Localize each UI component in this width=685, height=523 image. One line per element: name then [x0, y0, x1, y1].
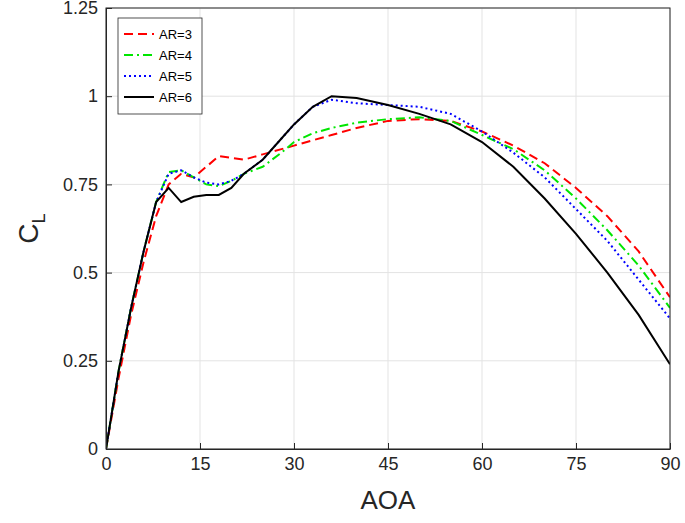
x-tick: 90 — [660, 443, 680, 474]
legend-label: AR=6 — [159, 90, 192, 105]
x-tick-label: 0 — [101, 454, 111, 474]
series-line — [106, 96, 670, 449]
x-tick: 15 — [190, 443, 210, 474]
y-tick-mark — [106, 273, 112, 274]
y-tick-label: 0.5 — [73, 263, 98, 283]
y-axis-label: CL — [13, 213, 49, 243]
y-tick: 1.25 — [63, 0, 112, 18]
y-tick: 0.5 — [73, 263, 112, 283]
legend: AR=3 AR=4 AR=5 AR=6 — [118, 18, 202, 114]
legend-swatch — [124, 75, 154, 77]
grid-line-x — [388, 8, 389, 449]
series-line — [106, 100, 670, 449]
y-tick-label: 0.75 — [63, 175, 98, 195]
x-tick-mark — [294, 443, 295, 449]
y-tick-mark — [106, 96, 112, 97]
plot-background — [106, 8, 670, 449]
x-tick: 75 — [566, 443, 586, 474]
grid-line-x — [482, 8, 483, 449]
grid-line-y — [106, 360, 670, 361]
y-tick-mark — [106, 184, 112, 185]
series-lines — [106, 96, 670, 449]
legend-label: AR=5 — [159, 69, 192, 84]
grid — [106, 8, 670, 449]
x-axis-line — [107, 449, 671, 450]
legend-swatch — [124, 54, 154, 56]
series-line — [106, 117, 670, 449]
y-tick-label: 0.25 — [63, 351, 98, 371]
y-tick-mark — [106, 8, 112, 9]
x-tick-label: 90 — [660, 454, 680, 474]
legend-label: AR=3 — [159, 27, 192, 42]
y-tick-label: 1.25 — [63, 0, 98, 18]
x-tick-label: 60 — [472, 454, 492, 474]
y-axis-line — [106, 9, 107, 450]
x-tick-mark — [670, 443, 671, 449]
y-tick-label: 1 — [88, 86, 98, 106]
y-tick-mark — [106, 361, 112, 362]
x-tick: 60 — [472, 443, 492, 474]
plot: 015304560759000.250.50.7511.25AR=3AR=4AR… — [63, 0, 681, 474]
y-tick: 0.25 — [63, 351, 112, 371]
legend-box — [118, 18, 202, 114]
chart: 015304560759000.250.50.7511.25AR=3AR=4AR… — [0, 0, 685, 523]
x-tick: 45 — [378, 443, 398, 474]
y-tick: 0.75 — [63, 175, 112, 195]
x-axis: 0 15 30 45 60 75 90 — [101, 443, 680, 474]
x-tick: 30 — [284, 443, 304, 474]
y-axis: 0 0.25 0.5 0.75 1 1.25 — [63, 0, 112, 459]
y-tick: 1 — [88, 86, 112, 106]
grid-line-x — [576, 8, 577, 449]
legend-swatch — [124, 33, 154, 35]
x-axis-label: AOA — [361, 485, 417, 515]
x-tick-label: 75 — [566, 454, 586, 474]
x-tick-label: 15 — [190, 454, 210, 474]
x-tick-mark — [482, 443, 483, 449]
y-tick-mark — [106, 449, 112, 450]
x-tick-mark — [576, 443, 577, 449]
y-tick: 0 — [88, 439, 112, 459]
legend-label: AR=4 — [159, 48, 192, 63]
x-tick-label: 30 — [284, 454, 304, 474]
x-tick-mark — [388, 443, 389, 449]
legend-swatch — [124, 96, 154, 98]
x-tick-label: 45 — [378, 454, 398, 474]
x-tick-mark — [200, 443, 201, 449]
y-tick-label: 0 — [88, 439, 98, 459]
plot-frame — [106, 8, 670, 449]
grid-line-y — [106, 184, 670, 185]
grid-line-y — [106, 272, 670, 273]
series-line — [106, 119, 670, 449]
grid-line-x — [294, 8, 295, 449]
